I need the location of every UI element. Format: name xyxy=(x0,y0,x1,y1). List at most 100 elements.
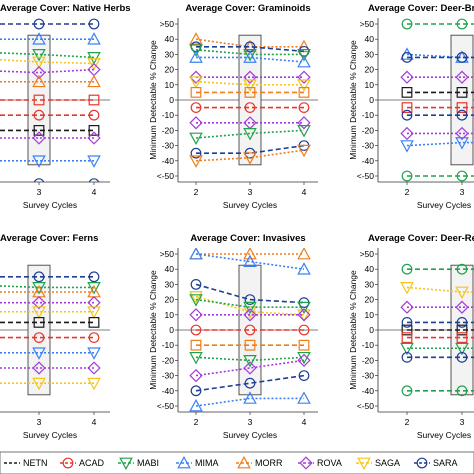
chart-panel: Average Cover: Ferns 3 4 Survey Cycles xyxy=(0,233,110,440)
series-netn xyxy=(401,86,474,98)
data-point xyxy=(87,74,101,88)
series-mima xyxy=(189,50,311,68)
data-point xyxy=(401,109,413,121)
data-point xyxy=(243,254,257,267)
x-tick-label: 2 xyxy=(405,187,410,197)
y-tick-label: 40 xyxy=(165,264,175,274)
series-netn xyxy=(0,124,100,136)
series-sara xyxy=(190,279,310,309)
data-point xyxy=(297,301,311,315)
data-point xyxy=(87,52,101,65)
y-tick-label: 10 xyxy=(165,310,175,320)
data-point xyxy=(455,137,469,150)
series-acad xyxy=(0,109,100,121)
data-point xyxy=(32,347,46,360)
legend-item-morr: MORR xyxy=(236,455,283,469)
y-tick-label: <-50 xyxy=(157,171,175,181)
legend-item-mima: MIMA xyxy=(176,455,219,469)
series-line xyxy=(196,45,305,53)
panel-title: Average Cover: Ferns xyxy=(0,233,98,244)
data-point xyxy=(244,102,256,113)
data-point xyxy=(297,124,311,138)
series-rova xyxy=(0,131,101,145)
panel-plot-area xyxy=(378,263,474,397)
x-axis-label: Survey Cycles xyxy=(23,200,77,210)
legend-label: MABI xyxy=(137,458,159,468)
series-line xyxy=(195,374,305,392)
data-point xyxy=(400,126,414,141)
data-point xyxy=(456,86,468,98)
data-point xyxy=(243,152,257,165)
series-morr xyxy=(189,144,311,168)
series-mabi xyxy=(0,282,101,295)
data-point xyxy=(189,308,203,322)
data-point xyxy=(87,282,101,295)
data-point xyxy=(190,385,202,397)
series-acad xyxy=(401,102,474,114)
data-point xyxy=(189,248,203,260)
data-point xyxy=(297,144,311,158)
chart-panel: Average Cover: Graminoids >50 40 30 20 10 0 -10… xyxy=(148,3,318,210)
x-tick-label: 3 xyxy=(460,187,465,197)
y-tick-label: 30 xyxy=(165,49,175,59)
series-sara xyxy=(33,178,100,182)
series-sara xyxy=(0,18,100,30)
legend-swatch-marker xyxy=(177,455,191,469)
series-mabi xyxy=(401,263,474,275)
series-rova xyxy=(189,308,311,322)
data-point xyxy=(189,398,203,412)
x-tick-label: 2 xyxy=(194,417,199,427)
data-point xyxy=(297,48,311,62)
data-point xyxy=(189,291,203,304)
legend-label: MIMA xyxy=(195,458,219,468)
data-point xyxy=(243,355,257,368)
data-point xyxy=(32,56,46,70)
data-point xyxy=(401,332,413,343)
y-tick-label: -40 xyxy=(362,156,375,166)
data-point xyxy=(400,282,414,295)
data-point xyxy=(32,295,46,310)
data-point xyxy=(243,391,257,404)
x-axis-label: Survey Cycles xyxy=(417,430,471,440)
data-point xyxy=(401,102,413,114)
legend-item-acad: ACAD xyxy=(60,457,105,469)
y-tick-label: -30 xyxy=(162,371,175,381)
x-tick-label: 2 xyxy=(405,417,410,427)
legend-swatch-marker xyxy=(62,457,74,469)
data-point xyxy=(297,116,311,130)
y-tick-label: 10 xyxy=(165,80,175,90)
series-mabi xyxy=(0,48,101,65)
panel-title: Average Cover: Deer-Browse xyxy=(368,3,474,14)
data-point xyxy=(33,332,45,344)
series-rova xyxy=(400,300,474,314)
data-point xyxy=(401,317,413,328)
panel-plot-area xyxy=(178,248,318,412)
series-morr xyxy=(190,339,310,351)
data-point xyxy=(32,377,46,391)
data-point xyxy=(456,324,468,336)
y-tick-label: >50 xyxy=(360,19,375,29)
data-point xyxy=(87,295,101,310)
y-axis-label: Minimum Detectable % Change xyxy=(348,270,358,390)
data-point xyxy=(189,368,203,383)
data-point xyxy=(88,271,100,283)
data-point xyxy=(32,48,46,62)
data-point xyxy=(189,132,203,146)
data-point xyxy=(87,58,101,71)
data-point xyxy=(400,300,414,314)
y-tick-label: 0 xyxy=(369,95,374,105)
y-tick-label: -20 xyxy=(162,355,175,365)
data-point xyxy=(456,52,468,63)
data-point xyxy=(189,32,203,45)
data-point xyxy=(297,309,311,322)
legend-swatch-marker xyxy=(416,457,428,469)
series-mima xyxy=(0,155,101,168)
data-point xyxy=(88,109,100,121)
legend: NETN ACAD MABI MIMA MORR ROVA SAGA SARA xyxy=(0,451,474,474)
data-point xyxy=(87,131,101,145)
series-mabi xyxy=(189,294,311,315)
data-point xyxy=(244,86,256,98)
series-rova xyxy=(400,70,474,84)
data-point xyxy=(189,294,203,307)
